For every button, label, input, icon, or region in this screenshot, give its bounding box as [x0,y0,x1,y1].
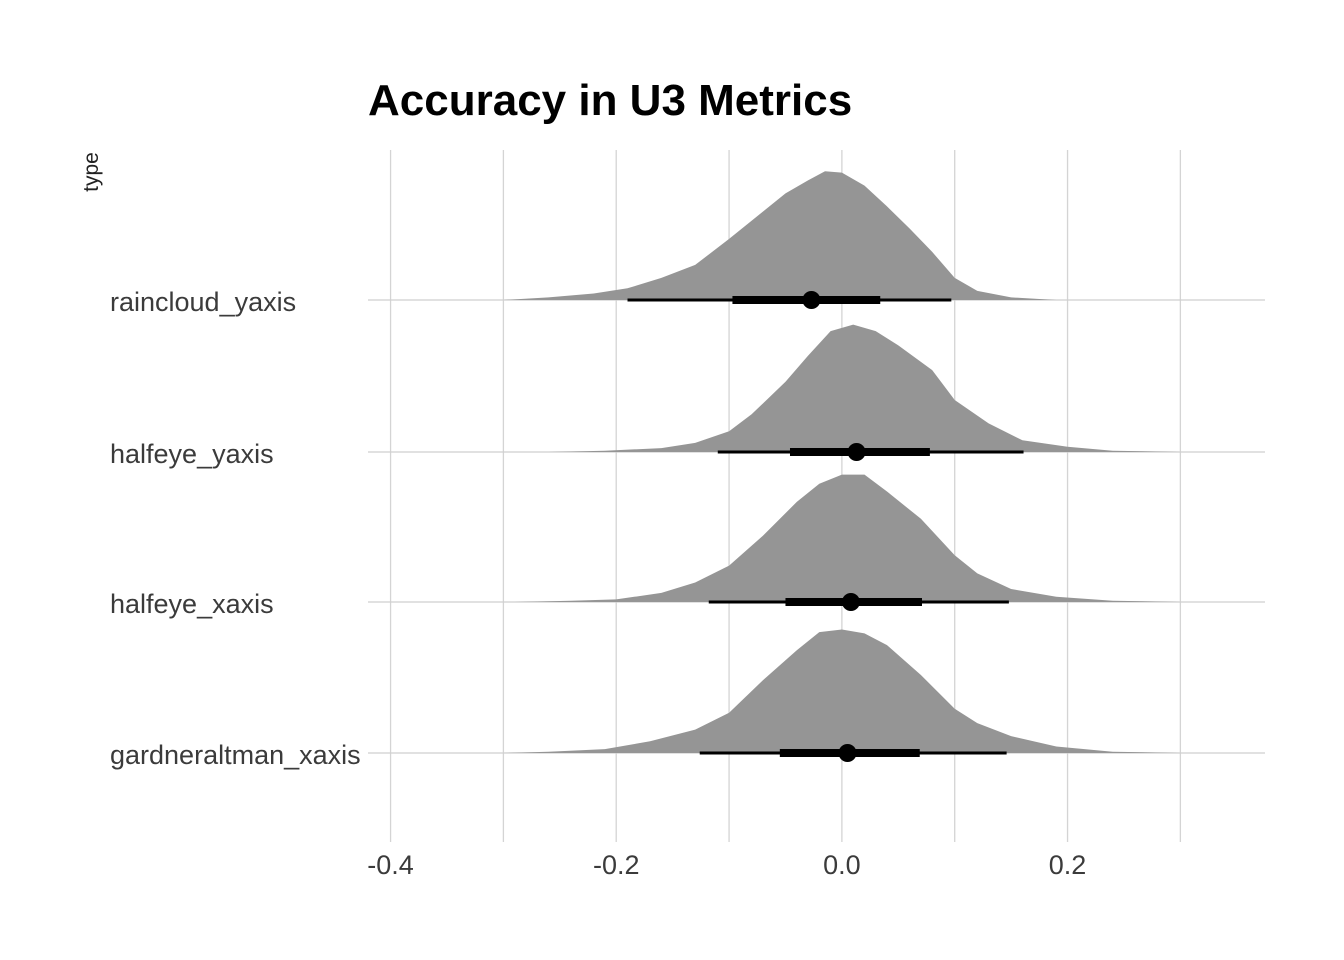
x-tick-label: -0.4 [367,850,414,880]
point-estimate [802,291,821,309]
y-tick-label: raincloud_yaxis [110,287,296,317]
x-axis-labels: -0.4 -0.2 0.0 0.2 [367,850,1086,880]
y-axis-labels: raincloud_yaxis halfeye_yaxis halfeye_xaxi… [110,287,361,770]
y-tick-label: gardneraltman_xaxis [110,740,361,770]
density-slabs [503,171,1181,753]
chart-title: Accuracy in U3 Metrics [368,76,852,125]
y-tick-label: halfeye_xaxis [110,589,274,619]
point-estimate [841,593,860,611]
point-estimate [838,744,857,762]
x-tick-label: 0.2 [1049,850,1087,880]
density-slab [503,629,1181,753]
point-estimate [847,443,866,461]
density-slab [514,474,1181,602]
density-slab [503,171,1057,300]
density-slab [548,324,1181,452]
x-tick-label: -0.2 [593,850,640,880]
x-tick-label: 0.0 [823,850,861,880]
y-axis-title: type [80,152,103,192]
y-tick-label: halfeye_yaxis [110,439,274,469]
point-intervals [627,291,1024,762]
